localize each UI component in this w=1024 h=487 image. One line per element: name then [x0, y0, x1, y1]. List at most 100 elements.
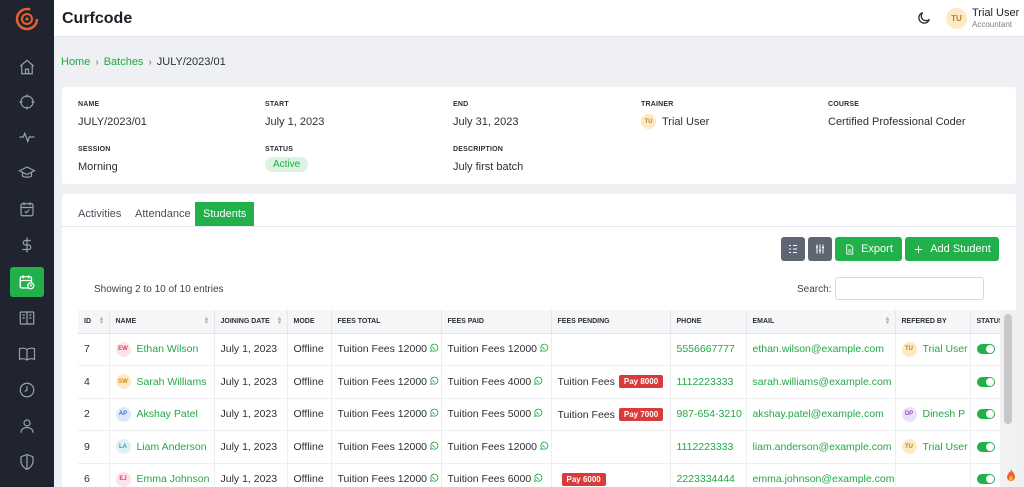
fire-icon[interactable]: [1005, 468, 1017, 482]
table-row[interactable]: 4 SW Sarah Williams July 1, 2023 Offline …: [78, 365, 1000, 399]
user-name[interactable]: Trial User: [972, 7, 1020, 19]
column-header[interactable]: NAME ▲ ▼: [109, 310, 215, 334]
whatsapp-icon[interactable]: [533, 376, 543, 386]
cell-mode: Offline: [287, 398, 332, 431]
status-toggle[interactable]: [976, 441, 995, 452]
cell-name[interactable]: EJ Emma Johnson: [109, 463, 215, 487]
logo-icon[interactable]: [15, 7, 39, 31]
column-header[interactable]: ID ▲ ▼: [78, 310, 110, 334]
status-toggle[interactable]: [976, 376, 995, 387]
referrer-link[interactable]: Dinesh P: [922, 408, 966, 421]
sidebar-item-security[interactable]: [10, 447, 44, 477]
search-input[interactable]: [835, 277, 984, 300]
sidebar-item-payments[interactable]: [10, 230, 44, 260]
cell-phone[interactable]: 5556667777: [670, 333, 747, 366]
sidebar-item-books[interactable]: [10, 339, 44, 369]
column-header[interactable]: STATUS: [970, 310, 1000, 334]
filter-settings-button[interactable]: [808, 237, 832, 261]
cell-phone[interactable]: 2223334444: [670, 463, 747, 487]
student-name-link[interactable]: Liam Anderson: [136, 440, 207, 453]
sidebar-item-home[interactable]: [10, 52, 44, 82]
tab-students[interactable]: Students: [195, 202, 255, 226]
column-header[interactable]: FEES TOTAL: [331, 310, 442, 334]
session-label: SESSION: [78, 146, 111, 153]
column-header[interactable]: REFERED BY: [895, 310, 971, 334]
breadcrumb-home[interactable]: Home: [61, 56, 91, 68]
sidebar-item-history[interactable]: [10, 375, 44, 405]
student-name-link[interactable]: Sarah Williams: [136, 375, 207, 388]
calendar-check-icon: [20, 202, 34, 217]
tab-activities[interactable]: Activities: [78, 208, 122, 220]
student-avatar: EW: [115, 341, 131, 357]
sidebar-item-activity[interactable]: [10, 122, 44, 152]
sidebar-item-users[interactable]: [10, 411, 44, 441]
whatsapp-icon[interactable]: [429, 441, 439, 451]
scrollbar-thumb[interactable]: [1004, 314, 1012, 424]
column-header[interactable]: MODE: [287, 310, 332, 334]
vertical-scrollbar[interactable]: [1000, 310, 1016, 487]
whatsapp-icon[interactable]: [429, 343, 439, 353]
breadcrumb-batches[interactable]: Batches: [103, 56, 144, 68]
moon-icon[interactable]: [916, 10, 932, 26]
cell-email[interactable]: akshay.patel@example.com: [746, 398, 896, 431]
student-name-link[interactable]: Akshay Patel: [136, 408, 198, 421]
cell-phone[interactable]: 1112223333: [670, 430, 747, 464]
cell-phone[interactable]: 987-654-3210: [670, 398, 747, 431]
table-row[interactable]: 9 LA Liam Anderson July 1, 2023 Offline T…: [78, 430, 1000, 464]
pay-badge[interactable]: Pay 7000: [618, 407, 664, 421]
chevron-right-icon: ›: [95, 56, 99, 68]
referrer-link[interactable]: Trial User: [922, 440, 968, 453]
pay-badge[interactable]: Pay 6000: [561, 472, 606, 486]
cell-name[interactable]: LA Liam Anderson: [109, 430, 215, 464]
column-header-label: NAME: [115, 317, 137, 325]
status-toggle[interactable]: [976, 474, 995, 485]
table-row[interactable]: 7 EW Ethan Wilson July 1, 2023 Offline Tu…: [78, 333, 1000, 366]
column-header[interactable]: EMAIL ▲ ▼: [746, 310, 896, 334]
table-row[interactable]: 6 EJ Emma Johnson July 1, 2023 Offline Tu…: [78, 463, 1000, 487]
column-header[interactable]: JOINING DATE ▲ ▼: [214, 310, 288, 334]
column-header[interactable]: PHONE: [670, 310, 747, 334]
whatsapp-icon[interactable]: [429, 473, 439, 483]
cell-email[interactable]: emma.johnson@example.com: [746, 463, 896, 487]
cell-phone[interactable]: 1112223333: [670, 365, 747, 399]
status-toggle[interactable]: [976, 344, 995, 355]
table-row[interactable]: 2 AP Akshay Patel July 1, 2023 Offline Tu…: [78, 398, 1000, 431]
status-toggle[interactable]: [976, 409, 995, 420]
cell-email[interactable]: sarah.williams@example.com: [746, 365, 896, 399]
sidebar-item-batches[interactable]: [10, 267, 44, 297]
referrer-link[interactable]: Trial User: [922, 343, 968, 356]
column-view-button[interactable]: [781, 237, 805, 261]
cell-fees-paid: Tuition Fees 5000: [441, 398, 552, 431]
whatsapp-icon[interactable]: [539, 343, 549, 353]
export-button[interactable]: Export: [835, 237, 902, 261]
breadcrumb-current: JULY/2023/01: [156, 56, 226, 68]
whatsapp-icon[interactable]: [429, 376, 439, 386]
chevron-right-icon: ›: [148, 56, 152, 68]
student-name-link[interactable]: Emma Johnson: [136, 473, 210, 486]
user-avatar[interactable]: TU: [946, 8, 967, 29]
whatsapp-icon[interactable]: [539, 441, 549, 451]
cell-name[interactable]: AP Akshay Patel: [109, 398, 215, 431]
cell-name[interactable]: SW Sarah Williams: [109, 365, 215, 399]
cell-email[interactable]: liam.anderson@example.com: [746, 430, 896, 464]
column-header[interactable]: FEES PAID: [441, 310, 552, 334]
whatsapp-icon[interactable]: [429, 408, 439, 418]
cell-email[interactable]: ethan.wilson@example.com: [746, 333, 896, 366]
field-description: DESCRIPTION July first batch: [453, 146, 523, 173]
sidebar-item-library[interactable]: [10, 303, 44, 333]
sidebar-item-target[interactable]: [10, 87, 44, 117]
cell-name[interactable]: EW Ethan Wilson: [109, 333, 215, 366]
book-icon: [18, 347, 36, 361]
column-header[interactable]: FEES PENDING: [551, 310, 671, 334]
sidebar-item-attendance[interactable]: [10, 194, 44, 224]
tab-attendance[interactable]: Attendance: [135, 208, 191, 220]
table-header-row: ID ▲ ▼ NAME ▲ ▼ JOINING DATE ▲ ▼ MODE FEES TOTAL FE…: [78, 310, 1000, 334]
sidebar-item-courses[interactable]: [10, 158, 44, 188]
add-student-button[interactable]: Add Student: [905, 237, 999, 261]
whatsapp-icon[interactable]: [533, 408, 543, 418]
fees-total-value: Tuition Fees 12000: [337, 343, 428, 356]
whatsapp-icon[interactable]: [533, 473, 543, 483]
student-name-link[interactable]: Ethan Wilson: [136, 343, 199, 356]
pay-badge[interactable]: Pay 8000: [618, 375, 664, 389]
batch-info-card: NAME JULY/2023/01 START July 1, 2023 END…: [62, 87, 1016, 184]
